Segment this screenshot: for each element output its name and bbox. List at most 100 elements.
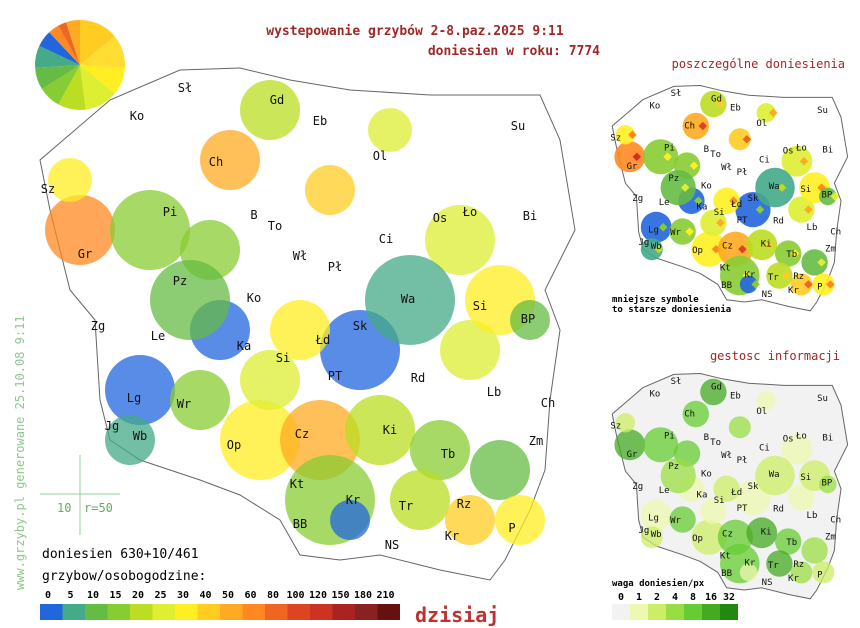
report-area [755,167,795,208]
density-label: 8 [690,592,696,603]
report-area [105,415,155,465]
city-label: NS [762,290,773,300]
city-label: BB [721,569,732,579]
pie-slice [35,45,80,68]
report-area [775,240,802,267]
city-label: Łd [315,333,330,347]
city-label: BB [721,281,732,291]
report-area [368,108,412,152]
city-label: Ko [130,109,144,123]
city-label: Gd [270,93,284,107]
legend-swatch [85,604,108,620]
report-area [801,249,828,276]
report-area [746,229,778,261]
report-area [390,470,450,530]
report-area [682,112,709,140]
legend-label: 60 [244,590,256,601]
reports-map: Sł Ko Gd Eb Su Ol Ch Sz Pi B To Os Ło Bi Gr Ci Wł Pł Pz Ko W… [610,85,849,312]
report-area [781,433,813,465]
city-label: Kr [445,529,459,543]
city-label: Zg [91,319,105,333]
pie-slice [80,65,125,94]
report-area [790,561,813,584]
report-area [643,139,679,175]
city-label: Pł [737,456,748,466]
city-label: Os [433,211,447,225]
report-area [801,537,828,564]
city-label: Le [659,486,670,496]
legend-swatch [310,604,333,620]
city-label: Pł [328,260,342,274]
city-label: Si [800,473,811,483]
density-label: 16 [705,592,717,603]
city-label: Wł [721,451,732,461]
legend-label: 210 [376,590,394,601]
legend-swatch [152,604,175,620]
report-area [150,260,230,340]
city-label: Op [692,246,703,256]
city-label: Wa [769,470,780,480]
city-label: Op [692,534,703,544]
city-label: Kr [788,286,799,296]
city-label: Pi [163,205,177,219]
report-area [700,378,727,406]
city-label: NS [762,578,773,588]
city-label: Gr [78,247,92,261]
legend-label: 15 [109,590,121,601]
city-label: Cz [722,529,733,539]
report-area [110,190,190,270]
city-label: Tr [768,273,779,283]
pie-slice [80,36,125,68]
city-label: Ch [830,516,841,526]
city-label: Kr [744,270,755,280]
report-area [170,370,230,430]
city-label: Sz [41,182,55,196]
city-label: BP [521,312,535,326]
legend-swatch [175,604,198,620]
legend-label: 40 [199,590,211,601]
city-label: BP [821,191,832,201]
city-label: B [704,433,709,443]
density-legend-title: waga doniesien/px [612,578,705,589]
report-dot [782,271,791,280]
city-label: Op [227,438,241,452]
scale-value: 10 [57,501,71,515]
pie-slice [80,20,115,65]
legend-swatch [62,604,85,620]
city-label: Ło [795,144,807,154]
city-label: Gr [627,450,638,460]
city-label: Wb [133,429,147,443]
city-label: Cz [722,241,733,251]
city-label: Kt [720,263,731,273]
report-area [781,145,813,177]
report-area [240,80,300,140]
report-area [728,128,751,151]
reports-text: doniesien 630+10/461 [42,547,199,562]
city-label: Ch [541,396,555,410]
city-label: Bi [822,145,833,155]
report-area [640,499,672,531]
report-count: doniesien w roku: 7774 [428,44,600,59]
report-area [766,550,793,577]
city-label: Bi [822,433,833,443]
city-label: Rd [411,371,425,385]
city-label: Eb [730,104,741,114]
pie-slice [58,65,86,110]
city-label: Tb [786,538,797,548]
city-label: Eb [730,392,741,402]
city-label: Wb [651,242,662,252]
city-label: Gr [627,162,638,172]
city-label: Ci [759,156,770,166]
legend-swatch [355,604,378,620]
report-area [615,413,636,433]
main-map: Sł Ko Gd Eb Su Ol Ch Sz Pi B To Os Ło Bi Gr Ci Wł Pł Pz Ko W… [39,67,576,581]
side-note: www.grzyby.pl generowane 25.10.08 9:11 [13,315,27,590]
pie-slice [80,65,115,110]
city-label: Zg [632,194,643,204]
city-label: Ol [756,119,767,129]
density-label: 32 [723,592,735,603]
report-area [660,458,696,494]
city-label: Sk [748,482,759,492]
city-label: PT [737,216,748,226]
report-area [739,275,758,294]
